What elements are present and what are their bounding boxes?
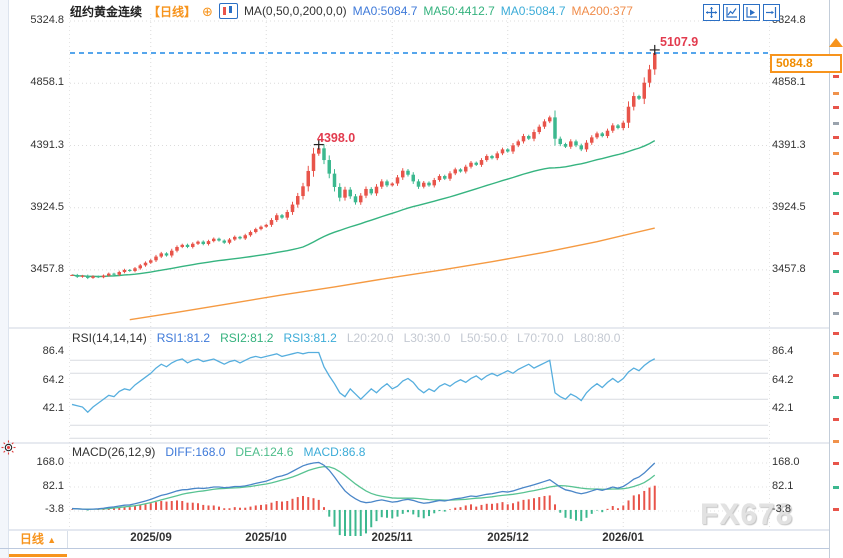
edge-quote-mark xyxy=(833,462,839,465)
edge-quote-mark xyxy=(833,136,839,139)
chart-layout-icon[interactable] xyxy=(723,4,740,21)
candlestick-type-icon[interactable] xyxy=(218,3,238,19)
rsi-level-30: L30:30.0 xyxy=(403,331,451,345)
ma0-value: MA0:5084.7 xyxy=(352,4,418,18)
tabbar-divider xyxy=(0,548,843,549)
x-label-month: 2026/01 xyxy=(602,532,644,544)
edge-quote-mark xyxy=(833,122,839,125)
edge-quote-mark xyxy=(833,106,839,109)
macd-tick-left: -3.8 xyxy=(45,503,64,515)
diff-value: DIFF:168.0 xyxy=(165,445,226,459)
chart-toolbar xyxy=(703,4,780,21)
edge-quote-mark xyxy=(833,292,839,295)
collapse-right-icon[interactable] xyxy=(763,4,780,21)
rsi-tick-left: 86.4 xyxy=(42,345,64,357)
x-label-month: 2025/12 xyxy=(487,532,529,544)
edge-quote-mark xyxy=(833,352,839,355)
edge-quote-mark xyxy=(833,440,839,443)
chart-header: 纽约黄金连续 【日线】 ⊕ MA(0,50,0,200,0,0) MA0:508… xyxy=(70,3,633,19)
edge-quote-mark xyxy=(833,396,839,399)
ma200-value: MA200:377 xyxy=(571,4,633,18)
rsi-level-80: L80:80.0 xyxy=(573,331,621,345)
rsi1-value: RSI1:81.2 xyxy=(156,331,211,345)
price-tick-left: 3924.5 xyxy=(30,201,64,213)
tab-daily-arrow-icon: ▲ xyxy=(47,535,57,545)
edge-quote-mark xyxy=(833,332,839,335)
edge-quote-mark xyxy=(833,252,839,255)
edge-quote-mark xyxy=(833,508,839,511)
macd-tick-right: -3.8 xyxy=(772,503,791,515)
price-tick-right: 3457.8 xyxy=(772,263,806,275)
tab-daily-label: 日线 xyxy=(19,532,44,546)
tab-daily[interactable]: 日线 ▲ xyxy=(9,531,68,548)
ma50-value: MA50:4412.7 xyxy=(423,4,495,18)
high-price-label: 5107.9 xyxy=(660,35,699,49)
pan-crosshair-icon[interactable] xyxy=(703,4,720,21)
edge-quote-mark xyxy=(833,172,839,175)
left-toolbar-strip xyxy=(0,0,9,558)
price-tick-right: 5324.8 xyxy=(772,14,806,26)
ma-formula[interactable]: MA(0,50,0,200,0,0) xyxy=(243,4,347,18)
chart-play-icon[interactable] xyxy=(743,4,760,21)
peak-price-label: 4398.0 xyxy=(317,131,356,145)
x-label-month: 2025/09 xyxy=(130,532,172,544)
rsi-level-20: L20:20.0 xyxy=(346,331,394,345)
edge-quote-mark xyxy=(833,192,839,195)
price-tick-left: 4858.1 xyxy=(30,76,64,88)
macd-value: MACD:86.8 xyxy=(303,445,366,459)
macd-tick-left: 82.1 xyxy=(42,480,64,492)
edge-quote-mark xyxy=(833,232,839,235)
right-edge-panel xyxy=(829,0,843,558)
macd-tick-right: 82.1 xyxy=(772,480,794,492)
edge-quote-mark xyxy=(833,270,839,273)
rsi-tick-left: 64.2 xyxy=(42,374,64,386)
price-tick-right: 4391.3 xyxy=(772,139,806,151)
edge-quote-mark xyxy=(833,374,839,377)
period-tag[interactable]: 【日线】 xyxy=(148,4,197,19)
edge-quote-mark xyxy=(833,212,839,215)
indicator-settings-icon[interactable] xyxy=(1,440,16,455)
rsi-tick-left: 42.1 xyxy=(42,402,64,414)
x-label-month: 2025/10 xyxy=(245,532,287,544)
active-tab-underline xyxy=(9,554,67,557)
rsi-tick-right: 86.4 xyxy=(772,345,794,357)
add-compare-icon[interactable]: ⊕ xyxy=(202,3,213,19)
edge-quote-mark xyxy=(833,75,839,78)
rsi2-value: RSI2:81.2 xyxy=(220,331,274,345)
macd-tick-left: 168.0 xyxy=(36,456,64,468)
rsi-tick-right: 64.2 xyxy=(772,374,794,386)
price-tick-left: 4391.3 xyxy=(30,139,64,151)
rsi3-value: RSI3:81.2 xyxy=(283,331,337,345)
fx678-watermark: FX678 xyxy=(700,498,794,531)
rsi-tick-right: 42.1 xyxy=(772,402,794,414)
price-tick-left: 3457.8 xyxy=(30,263,64,275)
scroll-up-arrow-icon[interactable] xyxy=(829,38,843,47)
rsi-formula[interactable]: RSI(14,14,14) xyxy=(72,331,147,345)
price-tick-right: 4858.1 xyxy=(772,76,806,88)
edge-quote-mark xyxy=(833,92,839,95)
price-tick-right: 3924.5 xyxy=(772,201,806,213)
macd-formula[interactable]: MACD(26,12,9) xyxy=(72,445,156,459)
rsi-level-70: L70:70.0 xyxy=(517,331,564,345)
edge-quote-mark xyxy=(833,312,839,315)
instrument-title: 纽约黄金连续 xyxy=(70,4,143,19)
edge-quote-mark xyxy=(833,152,839,155)
current-price-tag: 5084.8 xyxy=(770,54,842,73)
edge-quote-mark xyxy=(833,486,839,489)
edge-quote-mark xyxy=(833,418,839,421)
ma0b-value: MA0:5084.7 xyxy=(500,4,566,18)
macd-tick-right: 168.0 xyxy=(772,456,800,468)
rsi-level-50: L50:50.0 xyxy=(460,331,507,345)
macd-header: MACD(26,12,9) DIFF:168.0 DEA:124.6 MACD:… xyxy=(72,445,365,459)
x-label-month: 2025/11 xyxy=(371,532,413,544)
price-tick-left: 5324.8 xyxy=(30,14,64,26)
rsi-header: RSI(14,14,14) RSI1:81.2 RSI2:81.2 RSI3:8… xyxy=(72,331,620,345)
dea-value: DEA:124.6 xyxy=(235,445,294,459)
